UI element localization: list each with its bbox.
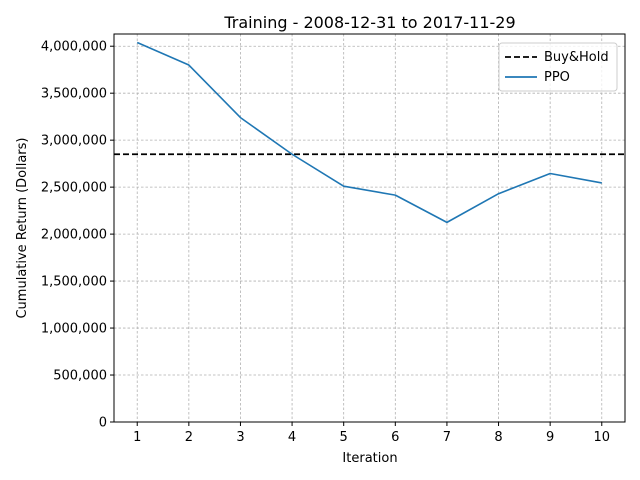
- legend-ppo-label: PPO: [544, 70, 570, 85]
- legend: Buy&Hold PPO: [498, 42, 618, 92]
- y-tick-label: 0: [99, 416, 107, 431]
- y-axis-label: Cumulative Return (Dollars): [15, 137, 30, 318]
- y-tick-label: 3,500,000: [41, 87, 107, 102]
- y-tick-label: 2,500,000: [41, 181, 107, 196]
- x-tick-label: 6: [391, 430, 399, 445]
- grid: [114, 34, 625, 423]
- x-tick-label: 4: [288, 430, 296, 445]
- ppo-series-line: [136, 41, 602, 224]
- x-tick-label: 2: [185, 430, 193, 445]
- y-tick-label: 500,000: [53, 369, 107, 384]
- y-tick-label: 1,500,000: [41, 275, 107, 290]
- x-tick-label: 9: [546, 430, 554, 445]
- y-tick-label: 1,000,000: [41, 322, 107, 337]
- x-tick-label: 1: [133, 430, 141, 445]
- legend-buyhold-label: Buy&Hold: [544, 50, 609, 65]
- x-tick-label: 5: [340, 430, 348, 445]
- y-tick-label: 4,000,000: [41, 40, 107, 55]
- legend-box: [498, 42, 618, 92]
- x-tick-label: 10: [593, 430, 610, 445]
- y-axis-ticks: 0 500,000 1,000,000 1,500,000 2,000,000 2,500…: [41, 40, 114, 431]
- x-axis-label: Iteration: [342, 451, 397, 466]
- chart-title: Training - 2008-12-31 to 2017-11-29: [223, 13, 515, 32]
- x-tick-label: 8: [494, 430, 502, 445]
- plot-frame: [113, 33, 626, 423]
- y-tick-label: 2,000,000: [41, 228, 107, 243]
- y-tick-label: 3,000,000: [41, 134, 107, 149]
- x-tick-label: 7: [443, 430, 451, 445]
- series-lines: [136, 41, 602, 224]
- x-tick-label: 3: [236, 430, 244, 445]
- x-axis-ticks: 1 2 3 4 5 6 7 8 9 10: [133, 422, 610, 445]
